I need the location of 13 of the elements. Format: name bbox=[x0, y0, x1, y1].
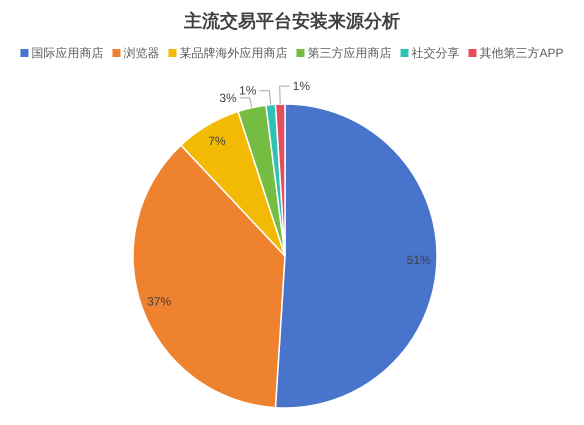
legend-label: 国际应用商店 bbox=[32, 46, 104, 60]
legend-label: 其他第三方APP bbox=[480, 46, 564, 60]
data-label: 3% bbox=[219, 90, 237, 105]
legend-label: 某品牌海外应用商店 bbox=[180, 46, 288, 60]
data-label: 1% bbox=[239, 84, 256, 98]
data-label: 7% bbox=[208, 134, 226, 148]
data-label: 37% bbox=[147, 294, 172, 308]
legend-label: 社交分享 bbox=[412, 46, 460, 60]
data-label: 51% bbox=[406, 253, 431, 268]
legend-label: 第三方应用商店 bbox=[308, 46, 392, 60]
legend-label: 浏览器 bbox=[124, 46, 160, 60]
data-label: 1% bbox=[292, 79, 310, 94]
title: 主流交易平台安装来源分析 bbox=[184, 11, 400, 31]
